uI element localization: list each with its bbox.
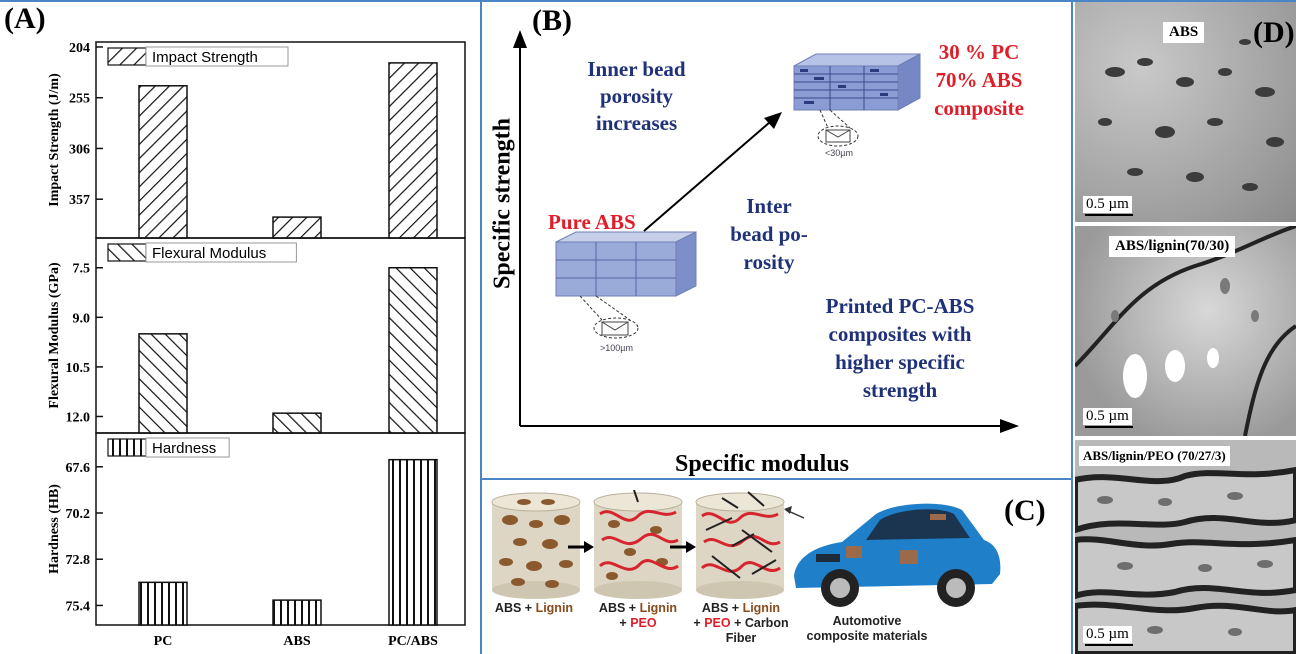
panel-b-axes bbox=[513, 30, 1019, 433]
y-tick-label: 204 bbox=[69, 41, 90, 56]
car-image bbox=[784, 503, 1001, 607]
bar-abs bbox=[272, 216, 322, 239]
x-category-label: ABS bbox=[283, 634, 310, 649]
micrograph-abs-lignin-peo-texture bbox=[1075, 466, 1296, 654]
legend-box bbox=[145, 242, 297, 263]
caption-abs-lignin: ABS + Lignin bbox=[494, 601, 574, 615]
micrograph-abs-texture bbox=[1098, 28, 1284, 191]
legend-text: Impact Strength bbox=[152, 49, 258, 66]
y-tick-label: 7.5 bbox=[73, 262, 91, 277]
cylinder-abs-lignin bbox=[491, 492, 581, 599]
bar-pc-abs bbox=[388, 266, 438, 434]
frame-top bbox=[0, 0, 1296, 2]
micrograph-abs: ABS 0.5 µm bbox=[1075, 2, 1296, 222]
printed-composites-text: Printed PC-ABS composites with higher sp… bbox=[825, 294, 975, 402]
panel-a: 357 306 255 204 Impact Strength Impact Streng… bbox=[0, 0, 480, 654]
inner-bead-text: Inner bead porosity increases bbox=[587, 57, 686, 135]
y-tick-label: 70.2 bbox=[66, 507, 91, 522]
bar-pc bbox=[138, 85, 188, 239]
y-axis-label: Flexural Modulus (GPa) bbox=[47, 262, 62, 409]
panel-c: (C) bbox=[482, 480, 1071, 654]
x-axis-label: Specific modulus bbox=[674, 451, 850, 477]
composite-scale: <30µm bbox=[825, 148, 853, 158]
caption-abs-lignin-peo-carbon: ABS + Lignin + PEO + Carbon Fiber bbox=[693, 601, 789, 645]
legend-box bbox=[145, 46, 289, 67]
y-tick-label: 357 bbox=[69, 193, 90, 208]
bar-pc-abs bbox=[388, 62, 438, 239]
legend-swatch bbox=[107, 438, 147, 457]
micrograph-abs-lignin: ABS/lignin(70/30) 0.5 µm bbox=[1075, 226, 1296, 436]
y-axis-label: Specific strength bbox=[489, 118, 516, 289]
pc-composite-text: 30 % PC 70% ABS composite bbox=[934, 40, 1024, 120]
y-tick-label: 75.4 bbox=[66, 599, 91, 614]
panel-a-label: (A) bbox=[4, 2, 46, 35]
panel-c-label: (C) bbox=[1004, 494, 1046, 527]
panel-d: ABS 0.5 µm (D) ABS/lignin(70/30) 0.5 µm bbox=[1073, 2, 1296, 654]
panel-b-label: (B) bbox=[532, 4, 572, 37]
cylinder-abs-lignin-peo bbox=[593, 490, 683, 599]
micrograph-abs-label: ABS bbox=[1163, 22, 1205, 43]
pure-abs-scale: >100µm bbox=[600, 343, 633, 353]
x-category-label: PC bbox=[154, 634, 173, 649]
bar-abs bbox=[272, 599, 322, 626]
legend-swatch bbox=[107, 243, 147, 262]
micrograph-abs-lignin-label: ABS/lignin(70/30) bbox=[1109, 236, 1236, 257]
y-tick-label: 12.0 bbox=[66, 410, 91, 425]
y-axis-label: Hardness (HB) bbox=[47, 484, 62, 574]
micrograph-abs-lignin-scale: 0.5 µm bbox=[1083, 408, 1132, 425]
inter-bead-text: Inter bead po- rosity bbox=[730, 194, 808, 274]
y-tick-label: 306 bbox=[69, 142, 90, 157]
cylinder-abs-lignin-peo-carbon bbox=[695, 491, 785, 599]
y-axis-label: Impact Strength (J/m) bbox=[47, 73, 62, 207]
micrograph-abs-lignin-peo-scale: 0.5 µm bbox=[1083, 626, 1132, 643]
composite-bead-block bbox=[793, 53, 921, 147]
micrograph-abs-lignin-texture bbox=[1075, 226, 1296, 436]
micrograph-abs-lignin-peo-label: ABS/lignin/PEO (70/27/3) bbox=[1079, 446, 1230, 466]
caption-abs-lignin-peo: ABS + Lignin + PEO bbox=[598, 601, 678, 630]
micrograph-abs-lignin-scalebar bbox=[1085, 426, 1133, 428]
bar-abs bbox=[272, 412, 322, 434]
panel-a-chart: 357 306 255 204 Impact Strength Impact Streng… bbox=[47, 41, 466, 649]
legend-box bbox=[145, 437, 230, 458]
frame-divider-a-b bbox=[480, 0, 482, 654]
legend-swatch bbox=[107, 47, 147, 66]
y-tick-label: 72.8 bbox=[66, 553, 91, 568]
y-tick-label: 67.6 bbox=[66, 461, 91, 476]
y-tick-label: 10.5 bbox=[66, 361, 91, 376]
frame-divider-c-d bbox=[1071, 0, 1073, 654]
x-category-label: PC/ABS bbox=[388, 634, 438, 649]
micrograph-abs-lignin-peo-scalebar bbox=[1085, 644, 1133, 646]
panel-d-label: (D) bbox=[1253, 16, 1295, 49]
caption-automotive: Automotive composite materials bbox=[806, 614, 928, 643]
panel-b: (B) Specific strength Specific modulus I… bbox=[482, 2, 1071, 478]
legend-text: Flexural Modulus bbox=[152, 245, 266, 262]
bar-pc bbox=[138, 581, 188, 626]
y-tick-label: 255 bbox=[69, 92, 90, 107]
arrow-icon bbox=[568, 541, 594, 553]
pure-abs-bead-block bbox=[555, 231, 697, 339]
micrograph-abs-scalebar bbox=[1085, 214, 1133, 216]
pure-abs-text: Pure ABS bbox=[548, 210, 636, 234]
arrow-icon bbox=[670, 541, 696, 553]
frame-divider-b-c bbox=[481, 478, 1071, 480]
bar-pc-abs bbox=[388, 458, 438, 626]
micrograph-abs-scale: 0.5 µm bbox=[1083, 196, 1132, 213]
bar-pc bbox=[138, 333, 188, 434]
legend-text: Hardness bbox=[152, 440, 216, 457]
micrograph-abs-lignin-peo: ABS/lignin/PEO (70/27/3) 0.5 µm bbox=[1075, 440, 1296, 654]
y-tick-label: 9.0 bbox=[73, 311, 91, 326]
